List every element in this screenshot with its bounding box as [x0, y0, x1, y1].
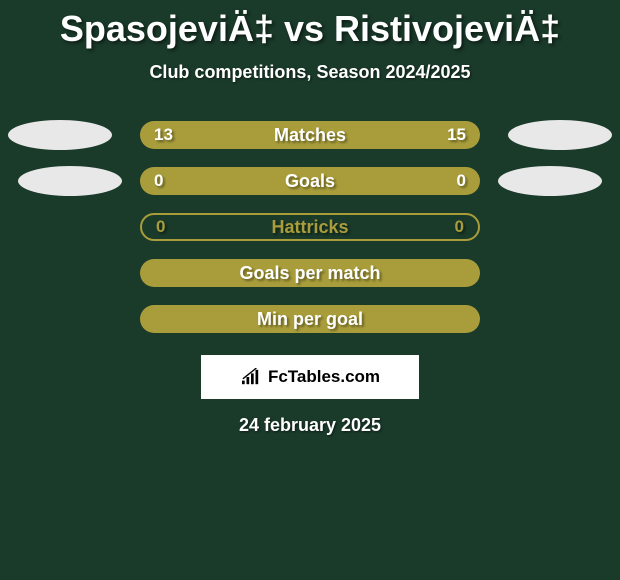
logo-text: FcTables.com: [268, 367, 380, 387]
stat-label: Hattricks: [271, 217, 348, 238]
stat-value-right: 15: [447, 125, 466, 145]
player-right-ellipse: [508, 120, 612, 150]
stats-container: 13 Matches 15 0 Goals 0 0 Hattricks 0 Go…: [0, 121, 620, 333]
stat-row-goals-per-match: Goals per match: [0, 259, 620, 287]
stat-bar: 0 Goals 0: [140, 167, 480, 195]
stat-value-right: 0: [457, 171, 466, 191]
date-text: 24 february 2025: [0, 415, 620, 436]
stat-label: Matches: [274, 125, 346, 146]
chart-icon: [240, 368, 262, 386]
logo-box[interactable]: FcTables.com: [201, 355, 419, 399]
stat-value-left: 13: [154, 125, 173, 145]
stat-label: Min per goal: [257, 309, 363, 330]
stat-bar: Min per goal: [140, 305, 480, 333]
player-left-ellipse: [18, 166, 122, 196]
player-left-ellipse: [8, 120, 112, 150]
stat-row-hattricks: 0 Hattricks 0: [0, 213, 620, 241]
stat-value-right: 0: [455, 217, 464, 237]
stat-label: Goals: [285, 171, 335, 192]
stat-bar: 0 Hattricks 0: [140, 213, 480, 241]
stat-value-left: 0: [154, 171, 163, 191]
player-right-ellipse: [498, 166, 602, 196]
stat-row-matches: 13 Matches 15: [0, 121, 620, 149]
stat-bar: Goals per match: [140, 259, 480, 287]
stat-bar: 13 Matches 15: [140, 121, 480, 149]
stat-row-goals: 0 Goals 0: [0, 167, 620, 195]
comparison-title: SpasojeviÄ‡ vs RistivojeviÄ‡: [0, 0, 620, 50]
stat-row-min-per-goal: Min per goal: [0, 305, 620, 333]
stat-value-left: 0: [156, 217, 165, 237]
comparison-subtitle: Club competitions, Season 2024/2025: [0, 62, 620, 83]
stat-label: Goals per match: [239, 263, 380, 284]
